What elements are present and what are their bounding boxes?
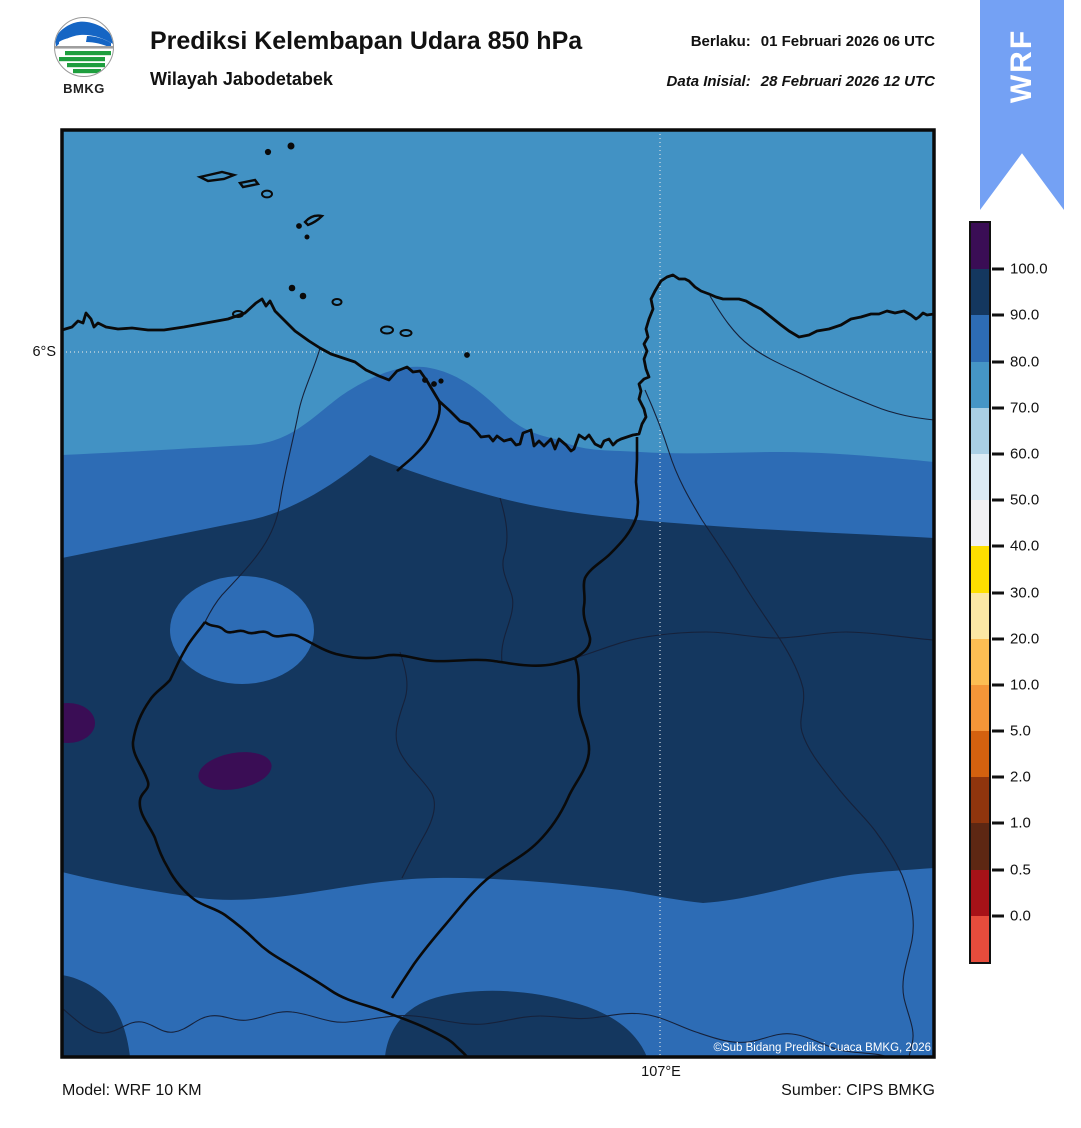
colorbar-tick-label: 2.0 [1010, 768, 1031, 786]
humidity-pocket-100-left [62, 703, 95, 743]
bmkg-logo: BMKG [52, 16, 116, 96]
page-title: Prediksi Kelembapan Udara 850 hPa [150, 27, 583, 55]
valid-time-label: Berlaku: [690, 33, 751, 50]
page-subtitle: Wilayah Jabodetabek [150, 69, 333, 89]
colorbar-segment [971, 915, 989, 962]
colorbar-tick [992, 775, 1004, 779]
colorbar-tick-label: 20.0 [1010, 630, 1040, 648]
wrf-ribbon: WRF [980, 0, 1064, 210]
map-border [60, 128, 936, 1059]
colorbar-tick [992, 267, 1004, 271]
colorbar-segment [971, 546, 989, 593]
initial-data-value: 28 Februari 2026 12 UTC [760, 73, 935, 90]
initial-data-label: Data Inisial: [666, 73, 751, 90]
bmkg-logo-text: BMKG [63, 81, 105, 96]
bmkg-logo-icon [54, 17, 114, 77]
colorbar-tick-label: 0.5 [1010, 861, 1031, 879]
colorbar [969, 221, 991, 964]
islands [196, 142, 470, 387]
colorbar-tick-label: 0.0 [1010, 907, 1031, 925]
colorbar-tick-label: 90.0 [1010, 306, 1040, 324]
humidity-blob-bottom-left [62, 975, 130, 1057]
graticule [62, 130, 934, 1057]
colorbar-segment [971, 592, 989, 639]
colorbar-tick [992, 406, 1004, 410]
colorbar-segment [971, 823, 989, 870]
colorbar-tick [992, 729, 1004, 733]
colorbar-segment [971, 361, 989, 408]
colorbar-tick-label: 100.0 [1010, 260, 1048, 278]
colorbar-tick-label: 50.0 [1010, 491, 1040, 509]
colorbar-segment [971, 500, 989, 547]
colorbar-tick [992, 683, 1004, 687]
longitude-label: 107°E [641, 1064, 681, 1080]
colorbar-tick-label: 70.0 [1010, 399, 1040, 417]
colorbar-segment [971, 638, 989, 685]
admin-boundaries-thick [131, 400, 640, 1057]
colorbar-segment [971, 869, 989, 916]
colorbar-segment [971, 269, 989, 316]
humidity-fill-90-100 [62, 455, 934, 903]
colorbar-segment [971, 407, 989, 454]
colorbar-tick-label: 1.0 [1010, 814, 1031, 832]
colorbar-segment [971, 453, 989, 501]
wrf-ribbon-label: WRF [1005, 28, 1038, 104]
source-label: Sumber: CIPS BMKG [781, 1082, 935, 1099]
colorbar-segment [971, 315, 989, 362]
colorbar-labels: 100.0 90.0 80.0 70.0 60.0 50.0 40.0 30.0 20.0 10.… [1010, 223, 1074, 962]
colorbar-tick-label: 60.0 [1010, 445, 1040, 463]
valid-time-value: 01 Februari 2026 06 UTC [760, 33, 935, 50]
colorbar-tick-label: 5.0 [1010, 722, 1031, 740]
colorbar-tick [992, 360, 1004, 364]
colorbar-tick [992, 544, 1004, 548]
colorbar-tick-label: 30.0 [1010, 584, 1040, 601]
colorbar-tick [992, 452, 1004, 456]
colorbar-tick [992, 591, 1004, 594]
humidity-map: ©Sub Bidang Prediksi Cuaca BMKG, 2026 [60, 128, 936, 1059]
colorbar-tick [992, 313, 1004, 317]
map-copyright: ©Sub Bidang Prediksi Cuaca BMKG, 2026 [713, 1042, 931, 1054]
colorbar-ticks [992, 223, 1004, 962]
initial-data-time: Data Inisial: 28 Februari 2026 12 UTC [667, 73, 935, 90]
colorbar-tick-label: 80.0 [1010, 353, 1040, 371]
humidity-pocket-100-center [198, 752, 272, 790]
coastline [62, 273, 934, 453]
colorbar-tick [992, 637, 1004, 641]
colorbar-tick-label: 40.0 [1010, 537, 1040, 555]
colorbar-tick-label: 10.0 [1010, 676, 1040, 694]
colorbar-segment [971, 684, 989, 732]
latitude-label: 6°S [32, 344, 56, 360]
model-label: Model: WRF 10 KM [62, 1082, 202, 1099]
colorbar-tick [992, 868, 1004, 872]
colorbar-tick [992, 498, 1004, 502]
colorbar-tick [992, 821, 1004, 825]
colorbar-segment [971, 777, 989, 824]
colorbar-segment [971, 731, 989, 778]
colorbar-segment [971, 223, 989, 270]
admin-boundaries-thin [62, 295, 934, 1057]
colorbar-tick [992, 914, 1004, 918]
valid-time: Berlaku: 01 Februari 2026 06 UTC [691, 33, 935, 50]
